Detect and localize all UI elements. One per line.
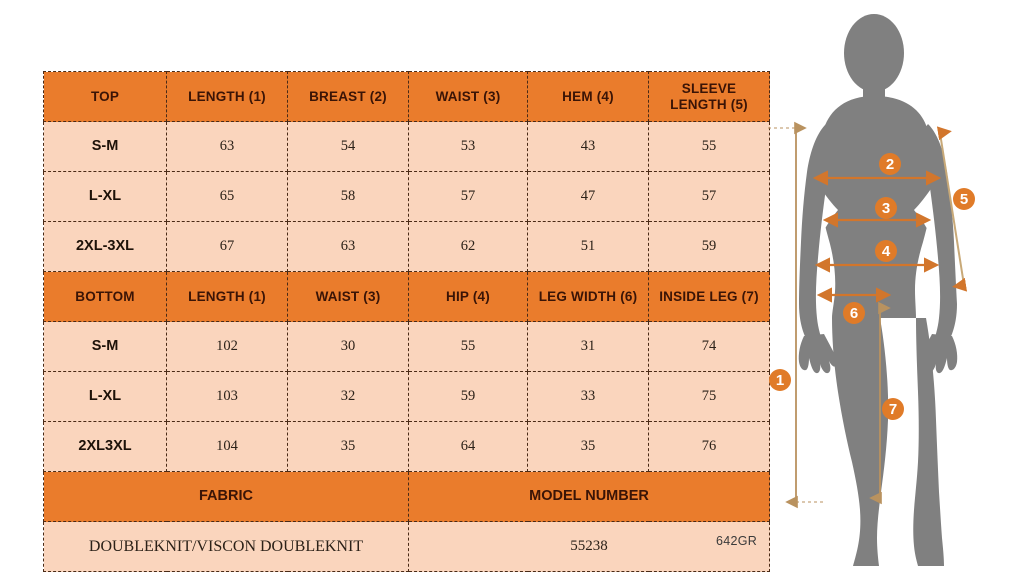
row-label: S-M [43,121,167,172]
marker-label-3: 3 [882,200,890,217]
table-cell: 57 [408,171,528,222]
header-sleeve-line2: LENGTH (5) [670,96,748,112]
header-cell-bottom-waist: WAIST (3) [287,271,409,322]
model-number-value: 55238 [408,521,770,572]
size-chart-table: TOP LENGTH (1) BREAST (2) WAIST (3) HEM … [43,71,770,572]
header-sleeve-line1: SLEEVE [681,81,737,97]
marker-badge-7: 7 [882,398,904,420]
row-label: L-XL [43,171,167,222]
table-cell: 35 [527,421,649,472]
marker-badge-1: 1 [769,369,791,391]
table-footer-value-row: DOUBLEKNIT/VISCON DOUBLEKNIT 55238 [43,521,770,572]
header-cell-bottom-inside-leg: INSIDE LEG (7) [648,271,770,322]
header-cell-top-sleeve-length: SLEEVE LENGTH (5) [648,71,770,122]
product-code-label: 642GR [716,534,758,548]
marker-badge-4: 4 [875,240,897,262]
header-cell-bottom-hip: HIP (4) [408,271,528,322]
table-row: L-XL 65 58 57 47 57 [43,171,770,222]
header-cell-top-breast: BREAST (2) [287,71,409,122]
table-cell: 35 [287,421,409,472]
table-row: 2XL-3XL 67 63 62 51 59 [43,221,770,272]
marker-badge-2: 2 [879,153,901,175]
table-header-row-bottom: BOTTOM LENGTH (1) WAIST (3) HIP (4) LEG … [43,271,770,322]
table-cell: 58 [287,171,409,222]
table-cell: 30 [287,321,409,372]
table-cell: 75 [648,371,770,422]
table-cell: 65 [166,171,288,222]
table-cell: 32 [287,371,409,422]
row-label: L-XL [43,371,167,422]
table-cell: 43 [527,121,649,172]
marker-label-5: 5 [960,191,968,208]
table-cell: 59 [648,221,770,272]
header-cell-top: TOP [43,71,167,122]
table-cell: 55 [648,121,770,172]
table-header-row-top: TOP LENGTH (1) BREAST (2) WAIST (3) HEM … [43,71,770,122]
row-label: 2XL-3XL [43,221,167,272]
marker-badge-6: 6 [843,302,865,324]
table-row: S-M 102 30 55 31 74 [43,321,770,372]
table-row: L-XL 103 32 59 33 75 [43,371,770,422]
table-cell: 33 [527,371,649,422]
marker-label-1: 1 [776,372,784,389]
table-cell: 74 [648,321,770,372]
table-row: S-M 63 54 53 43 55 [43,121,770,172]
header-cell-top-hem: HEM (4) [527,71,649,122]
header-cell-bottom-leg-width: LEG WIDTH (6) [527,271,649,322]
row-label: S-M [43,321,167,372]
marker-label-2: 2 [886,156,894,173]
table-cell: 63 [287,221,409,272]
table-cell: 67 [166,221,288,272]
header-cell-bottom: BOTTOM [43,271,167,322]
table-cell: 57 [648,171,770,222]
marker-badge-3: 3 [875,197,897,219]
table-cell: 55 [408,321,528,372]
measure-line-sleeve-length [936,126,968,292]
header-cell-model-number: MODEL NUMBER [408,471,770,522]
table-cell: 104 [166,421,288,472]
header-cell-bottom-length: LENGTH (1) [166,271,288,322]
marker-label-4: 4 [882,243,891,260]
table-cell: 103 [166,371,288,422]
female-silhouette-diagram: 1 2 3 4 5 6 7 [768,14,975,566]
header-cell-fabric: FABRIC [43,471,409,522]
table-cell: 31 [527,321,649,372]
measurement-figure-panel: 1 2 3 4 5 6 7 [768,0,1024,573]
table-row: 2XL3XL 104 35 64 35 76 [43,421,770,472]
table-cell: 64 [408,421,528,472]
table-cell: 47 [527,171,649,222]
header-cell-top-waist: WAIST (3) [408,71,528,122]
silhouette-body-icon [798,14,958,566]
table-cell: 102 [166,321,288,372]
table-cell: 53 [408,121,528,172]
table-cell: 51 [527,221,649,272]
header-cell-top-length: LENGTH (1) [166,71,288,122]
marker-badge-5: 5 [953,188,975,210]
table-cell: 59 [408,371,528,422]
fabric-value: DOUBLEKNIT/VISCON DOUBLEKNIT [43,521,409,572]
table-cell: 63 [166,121,288,172]
table-cell: 62 [408,221,528,272]
table-cell: 54 [287,121,409,172]
table-footer-header-row: FABRIC MODEL NUMBER [43,471,770,522]
size-chart-table-container: TOP LENGTH (1) BREAST (2) WAIST (3) HEM … [43,71,770,572]
marker-label-6: 6 [850,305,858,322]
table-cell: 76 [648,421,770,472]
row-label: 2XL3XL [43,421,167,472]
marker-label-7: 7 [889,401,897,418]
